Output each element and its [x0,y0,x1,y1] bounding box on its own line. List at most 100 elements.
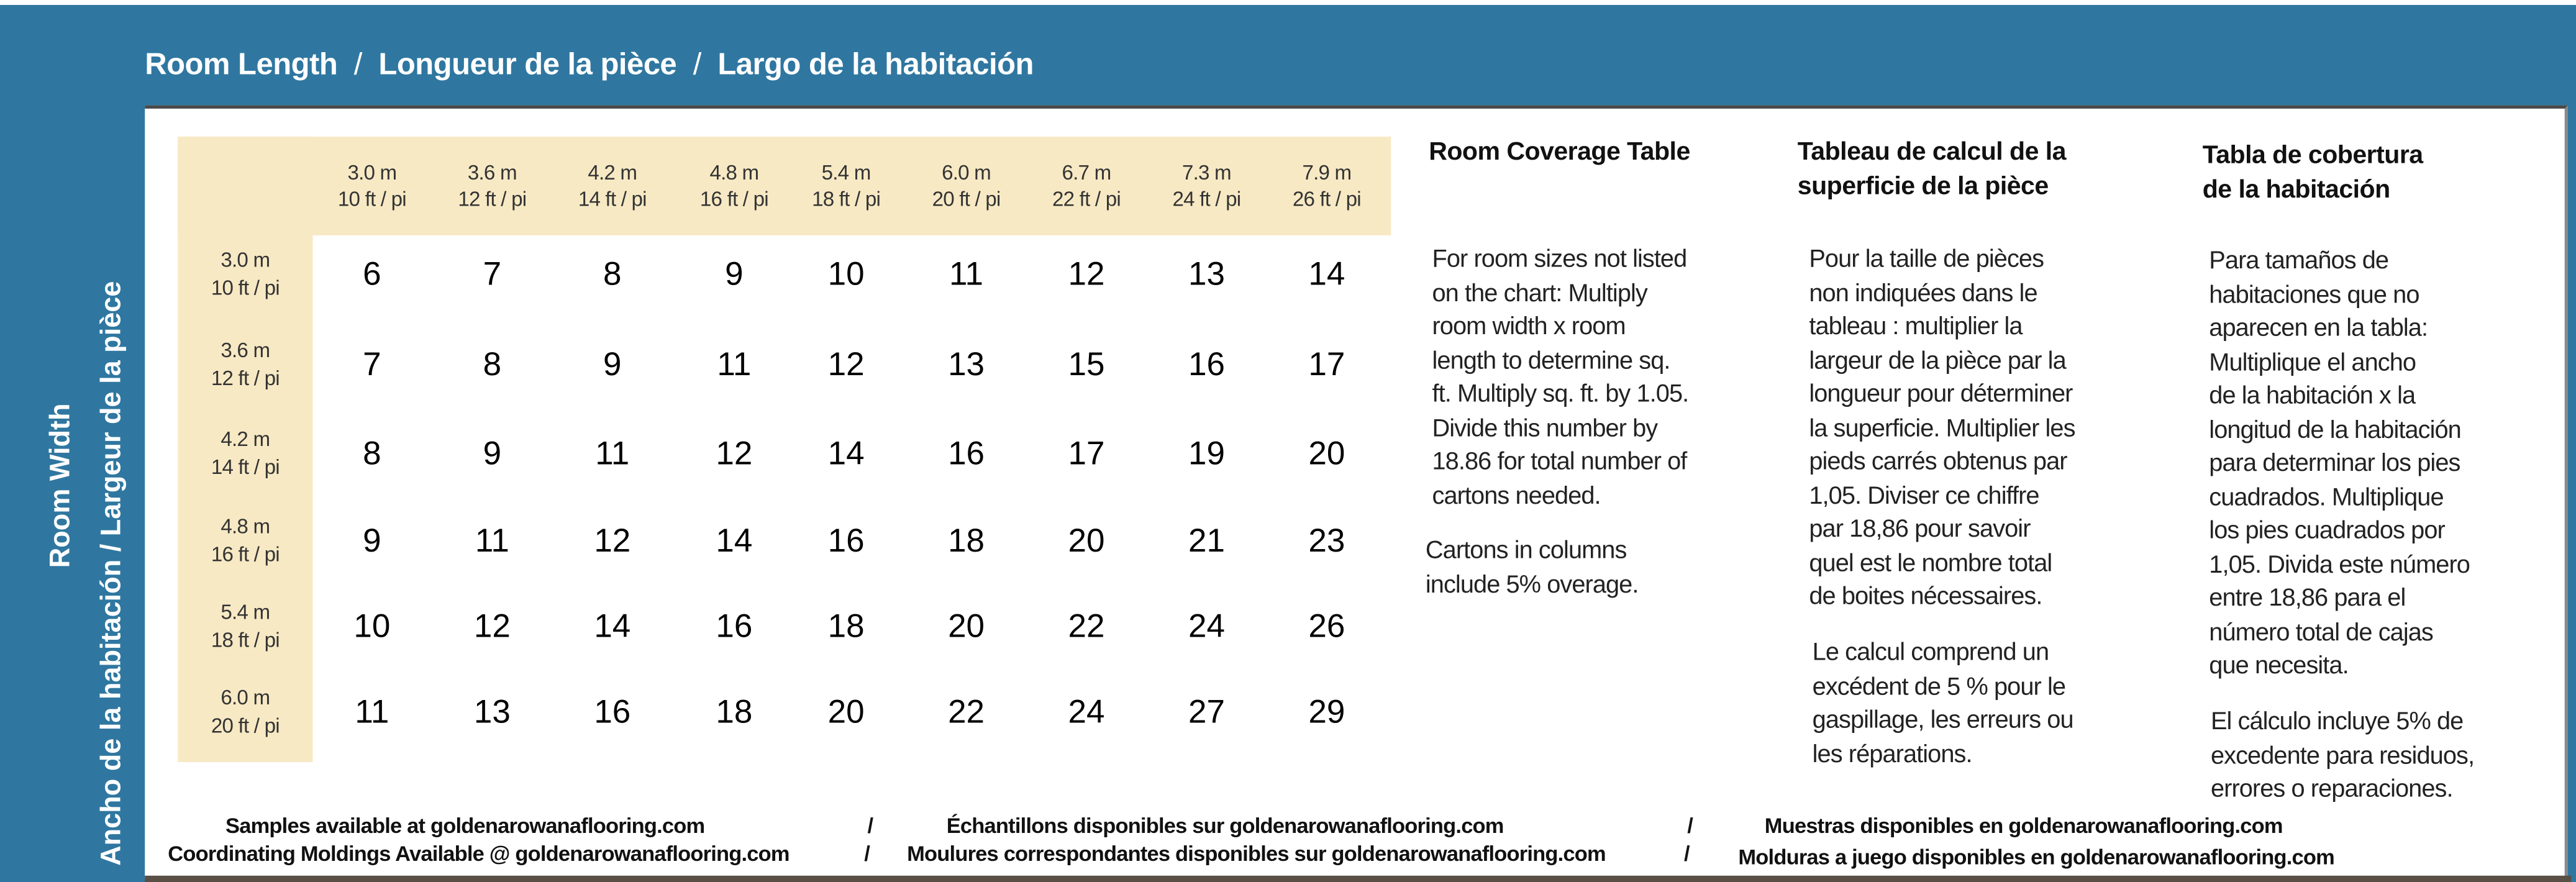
row-header: 4.2 m 14 ft / pi [178,426,312,482]
bottom-border [145,875,2572,882]
carton-count-cell: 11 [355,694,389,731]
text-line: errores o reparaciones. [2210,775,2454,804]
row-header-band [178,136,313,762]
carton-count-cell: 12 [594,523,631,560]
column-header-ft: 10 ft / pi [337,188,407,211]
title-fr: Longueur de la pièce [378,46,677,81]
row-header-m: 6.0 m [221,686,270,710]
column-header-m: 3.0 m [347,161,397,184]
heading-es: Tabla de cobertura de la habitación [2203,139,2423,207]
column-header: 7.3 m 24 ft / pi [1147,160,1266,212]
text-line: Divide this number by [1432,414,1659,442]
carton-count-cell: 12 [473,609,511,645]
column-header: 4.8 m 16 ft / pi [675,160,794,212]
carton-count-cell: 15 [1068,347,1105,384]
carton-count-cell: 12 [827,347,865,384]
carton-count-cell: 16 [1188,347,1225,384]
text-line: room width x room [1432,312,1626,341]
column-header-ft: 24 ft / pi [1172,188,1241,211]
column-header-ft: 22 ft / pi [1052,188,1121,211]
column-header: 4.2 m 14 ft / pi [553,160,671,212]
overage-note-fr: Le calcul comprend un excédent de 5 % pou… [1812,637,2074,772]
text-line: de la habitación x la [2209,381,2416,410]
carton-count-cell: 17 [1068,436,1105,473]
heading-line: superficie de la pièce [1797,173,2049,201]
carton-count-cell: 14 [1308,257,1345,293]
footer-samples-fr: Échantillons disponibles sur goldenarowa… [946,813,1504,838]
text-line: El cálculo incluye 5% de [2210,707,2464,736]
carton-count-cell: 20 [1068,523,1105,560]
row-header: 3.0 m 10 ft / pi [178,247,312,303]
text-line: cuadrados. Multiplique [2209,483,2444,511]
carton-count-cell: 8 [603,257,622,293]
carton-count-cell: 11 [595,436,630,473]
carton-count-cell: 12 [716,436,753,473]
carton-count-cell: 16 [948,436,985,473]
carton-count-cell: 14 [594,609,631,645]
text-line: Le calcul comprend un [1812,639,2049,667]
text-line: Para tamaños de [2209,247,2389,275]
room-width-label: Room Width [44,403,76,568]
column-header-m: 6.0 m [942,161,991,184]
carton-count-cell: 9 [363,523,381,560]
carton-count-cell: 16 [716,609,753,645]
text-line: de boites nécessaires. [1809,583,2042,611]
carton-count-cell: 7 [363,347,381,384]
carton-count-cell: 24 [1068,694,1105,731]
text-line: include 5% overage. [1425,570,1639,599]
footer-separator: / [867,813,874,838]
carton-count-cell: 8 [363,436,381,473]
column-header-band [178,136,1391,235]
instructions-en: For room sizes not listed on the chart: M… [1432,243,1690,514]
carton-count-cell: 27 [1188,694,1225,731]
carton-count-cell: 8 [483,347,502,384]
column-header: 3.0 m 10 ft / pi [313,160,432,212]
text-line: aparecen en la tabla: [2209,314,2428,343]
text-line: entre 18,86 para el [2209,584,2406,612]
text-line: que necesita. [2209,652,2349,680]
row-header: 5.4 m 18 ft / pi [178,599,312,655]
carton-count-cell: 18 [716,694,753,731]
carton-count-cell: 20 [1308,436,1345,473]
column-header-m: 5.4 m [821,161,872,184]
column-header-m: 4.8 m [709,161,759,184]
footer-moldings-es: Molduras a juego disponibles en goldenar… [1738,844,2334,870]
footer-separator: / [1683,841,1690,866]
text-line: longueur pour déterminer [1809,380,2073,409]
heading-en: Room Coverage Table [1429,135,1690,170]
text-line: excédent de 5 % pour le [1812,672,2066,701]
carton-count-cell: 7 [483,257,502,293]
text-line: largeur de la pièce par la [1809,346,2066,375]
text-line: 1,05. Divida este número [2209,550,2470,579]
footer-moldings-en: Coordinating Moldings Available @ golden… [168,841,790,866]
row-header-ft: 16 ft / pi [211,543,280,566]
column-header-m: 7.3 m [1181,161,1232,184]
heading-line: Room Coverage Table [1429,138,1690,166]
text-line: Cartons in columns [1425,536,1627,565]
carton-count-cell: 23 [1308,523,1345,560]
carton-count-cell: 13 [473,694,511,731]
column-header: 6.0 m 20 ft / pi [907,160,1026,212]
carton-count-cell: 20 [948,609,985,645]
row-header-ft: 20 ft / pi [211,714,280,738]
carton-count-cell: 20 [827,694,865,731]
carton-count-cell: 9 [725,257,744,293]
row-header: 6.0 m 20 ft / pi [178,684,312,740]
carton-count-cell: 17 [1308,347,1345,384]
text-line: Pour la taille de pièces [1809,245,2044,273]
row-header-ft: 12 ft / pi [211,366,280,391]
text-line: número total de cajas [2209,618,2434,647]
row-header-m: 5.4 m [221,601,270,624]
overage-note-es: El cálculo incluye 5% de excedente para r… [2210,706,2475,807]
room-width-label-es-fr: Ancho de la habitación / Largeur de la p… [95,281,127,866]
heading-fr: Tableau de calcul de la superficie de la … [1797,135,2067,204]
heading-line: Tableau de calcul de la [1797,138,2067,166]
instructions-es: Para tamaños de habitaciones que no aparec… [2209,245,2470,684]
title-separator: / [353,46,363,81]
row-header-ft: 18 ft / pi [211,629,280,652]
column-header-ft: 20 ft / pi [932,188,1001,211]
footer-moldings-fr: Moulures correspondantes disponibles sur… [907,841,1606,866]
carton-count-cell: 9 [483,436,502,473]
instructions-fr: Pour la taille de pièces non indiquées da… [1809,243,2075,615]
row-header-m: 4.2 m [221,428,270,452]
